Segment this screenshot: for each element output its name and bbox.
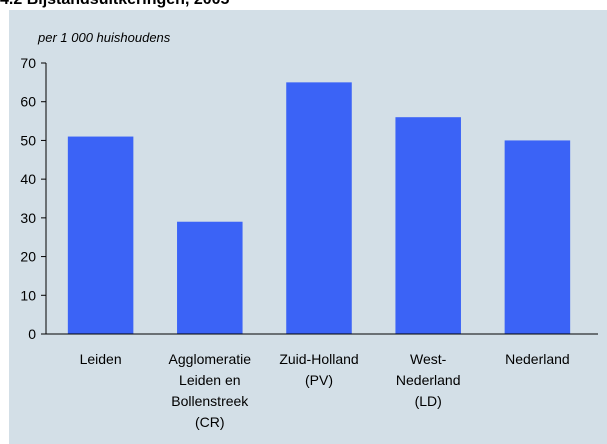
- x-tick-label: West-Nederland (LD): [396, 351, 461, 409]
- x-tick-label: Nederland: [505, 351, 570, 367]
- y-tick-label: 0: [28, 326, 36, 342]
- y-tick-label: 70: [20, 55, 36, 71]
- y-tick-label: 20: [20, 249, 36, 265]
- bar: [67, 136, 134, 334]
- y-tick-label: 60: [20, 94, 36, 110]
- bar: [177, 221, 243, 334]
- y-tick-label: 50: [20, 132, 36, 148]
- y-tick-label: 40: [20, 171, 36, 187]
- y-tick-label: 30: [20, 210, 36, 226]
- bar: [395, 117, 461, 334]
- x-tick-label: Agglomeratie Leiden en Bollenstreek (CR): [169, 351, 252, 430]
- chart-title: 4.2 Bijstandsuitkeringen, 2005: [0, 0, 230, 8]
- x-tick-label: Zuid-Holland (PV): [279, 351, 358, 388]
- bar: [286, 82, 352, 334]
- chart-subtitle: per 1 000 huishoudens: [37, 30, 171, 45]
- bar: [504, 140, 571, 334]
- x-tick-label: Leiden: [80, 351, 122, 367]
- y-tick-label: 10: [20, 287, 36, 303]
